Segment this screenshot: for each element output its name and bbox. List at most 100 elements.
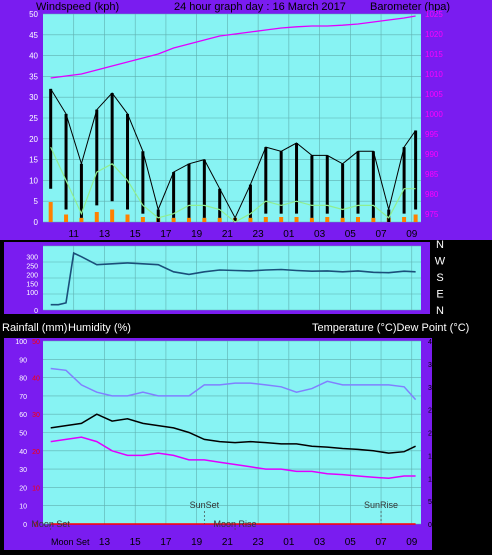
annotation-label: SunRise: [364, 500, 398, 510]
barometer-tick-label: 1025: [425, 10, 443, 19]
humidity-tick-label: 20: [19, 485, 27, 492]
wind-low-bar: [202, 217, 207, 222]
annotation-label: SunSet: [190, 500, 220, 510]
humidity-tick-label: 80: [19, 376, 27, 383]
humidity-tick-label: 30: [19, 467, 27, 474]
humidity-tick-label: 10: [19, 504, 27, 511]
wind-low-bar: [413, 214, 418, 222]
temperature-tick-label: 30: [428, 385, 436, 392]
temperature-axis-title: Temperature (°C)Dew Point (°C): [312, 322, 469, 334]
annotation-label: Moon Set: [31, 519, 70, 529]
humidity-line: [50, 367, 417, 401]
rainfall-tick-label: 30: [32, 412, 40, 419]
temperature-tick-label: 40: [428, 339, 436, 346]
humidity-time-tick-label: 05: [345, 537, 357, 548]
wind-barometer-panel: Windspeed (kph) 24 hour graph day : 16 M…: [0, 0, 492, 240]
humidity-tick-label: 70: [19, 394, 27, 401]
wind-low-bar: [294, 217, 299, 222]
barometer-tick-label: 975: [425, 210, 439, 219]
wind-low-bar: [371, 217, 376, 222]
windspeed-tick-label: 45: [29, 31, 38, 40]
wind-low-bar: [356, 217, 360, 222]
compass-label: E: [436, 289, 443, 301]
wind-low-bar: [125, 214, 130, 222]
humidity-tick-label: 90: [19, 357, 27, 364]
windspeed-tick-label: 20: [29, 135, 38, 144]
compass-label: N: [436, 305, 444, 317]
humidity-time-tick-label: 09: [406, 537, 418, 548]
dew-point-line: [50, 436, 416, 480]
wind-time-tick-label: 05: [345, 229, 357, 240]
barometer-axis-title: Barometer (hpa): [370, 1, 450, 13]
humidity-tick-label: 40: [19, 449, 27, 456]
direction-line: [50, 251, 416, 306]
windspeed-tick-label: 35: [29, 72, 38, 81]
windspeed-tick-label: 50: [29, 10, 38, 19]
barometer-tick-label: 990: [425, 150, 439, 159]
barometer-tick-labels: 975 980 985 990 995 1000 1005 1010 1015 1020 1025: [425, 10, 443, 219]
wind-time-tick-label: 11: [69, 229, 80, 240]
windspeed-axis-title: Windspeed (kph): [36, 1, 119, 13]
wind-time-tick-label: 13: [99, 229, 111, 240]
windspeed-tick-label: 0: [34, 218, 39, 227]
direction-tick-label: 0: [34, 308, 38, 315]
rainfall-tick-label: 50: [32, 339, 40, 346]
wind-low-bar: [64, 214, 69, 222]
humidity-time-tick-label: 01: [283, 537, 295, 548]
temperature-tick-label: 5: [428, 499, 432, 506]
wind-low-bar: [325, 217, 330, 222]
temperature-line: [50, 413, 416, 454]
chart-title: 24 hour graph day : 16 March 2017: [174, 1, 346, 13]
humidity-time-tick-label: 07: [375, 537, 387, 548]
wind-time-tick-label: 19: [191, 229, 203, 240]
direction-tick-label: 150: [26, 281, 38, 288]
rainfall-tick-label: 20: [32, 449, 40, 456]
windspeed-tick-label: 5: [34, 197, 39, 206]
sun-moon-annotations: Moon Set SunSet Moon Rise SunRise: [31, 500, 398, 530]
wind-grid: [43, 13, 421, 223]
lower-panel-header: Rainfall (mm) Humidity (%) Temperature (…: [2, 322, 469, 334]
moon-set-tick-label: Moon Set: [51, 537, 90, 547]
humidity-tick-labels: 0 10 20 30 40 50 60 70 80 90 100: [15, 339, 27, 529]
humidity-time-tick-label: 17: [160, 537, 172, 548]
humidity-tick-label: 0: [23, 522, 27, 529]
windspeed-tick-label: 30: [29, 93, 38, 102]
wind-max-line: [50, 88, 417, 219]
wind-low-bar: [402, 217, 407, 222]
wind-low-bar: [94, 212, 99, 222]
compass-label: N: [436, 239, 444, 251]
humidity-time-tick-label: 03: [314, 537, 326, 548]
rainfall-tick-label: 10: [32, 485, 40, 492]
windspeed-tick-labels: 0 5 10 15 20 25 30 35 40 45 50: [29, 10, 38, 227]
wind-low-bar: [279, 217, 284, 222]
humidity-time-tick-label: 21: [222, 537, 234, 548]
temperature-tick-label: 0: [428, 522, 432, 529]
wind-low-bar: [340, 217, 345, 222]
wind-low-bar: [48, 202, 53, 222]
wind-time-tick-label: 15: [130, 229, 142, 240]
barometer-tick-label: 1005: [425, 90, 443, 99]
barometer-tick-label: 1010: [425, 70, 443, 79]
barometer-tick-label: 1000: [425, 110, 443, 119]
temperature-tick-label: 10: [428, 476, 436, 483]
wind-time-tick-label: 01: [283, 229, 295, 240]
humidity-tick-label: 100: [15, 339, 27, 346]
wind-low-bar: [140, 217, 145, 222]
wind-time-tick-label: 17: [160, 229, 172, 240]
wind-time-tick-label: 21: [222, 229, 234, 240]
humidity-time-tick-label: 13: [99, 537, 111, 548]
barometer-tick-label: 1015: [425, 50, 443, 59]
humidity-tick-label: 50: [19, 431, 27, 438]
humidity-time-tick-labels: Moon Set 13 15 17 19 21 23 01 03 05 07 09: [51, 537, 418, 548]
direction-tick-label: 100: [26, 290, 38, 297]
humidity-time-tick-label: 19: [191, 537, 203, 548]
compass-label: W: [435, 256, 446, 268]
wind-low-bar: [186, 217, 191, 222]
windspeed-tick-label: 10: [29, 176, 38, 185]
humidity-axis-title: Humidity (%): [68, 322, 131, 334]
wind-low-bar: [171, 217, 176, 222]
wind-low-bar: [217, 217, 222, 222]
